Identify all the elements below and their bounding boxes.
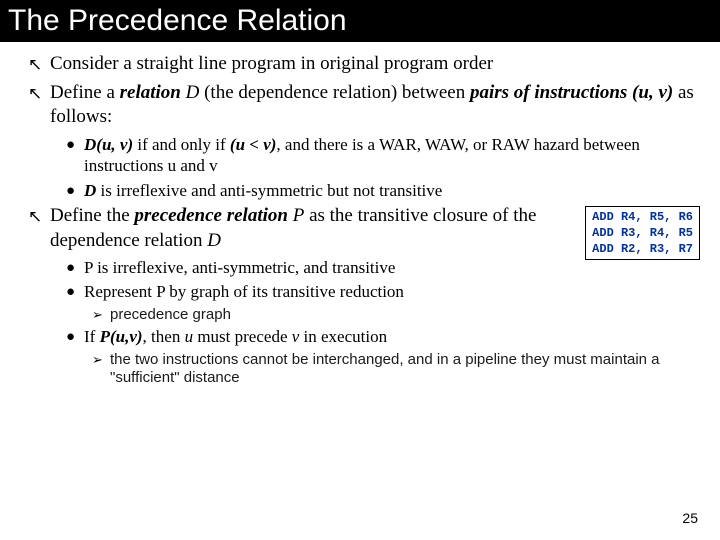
bullet-2b: ● D is irreflexive and anti-symmetric bu…	[66, 180, 700, 201]
bullet-dot-icon: ●	[66, 259, 84, 278]
bullet-3c-text: If P(u,v), then u must precede v in exec…	[84, 326, 700, 347]
bullet-dot-icon: ●	[66, 328, 84, 347]
bullet-3: ↖ Define the precedence relation P as th…	[28, 204, 581, 253]
bullet-3b-text: Represent P by graph of its transitive r…	[84, 281, 581, 302]
bullet-3a: ● P is irreflexive, anti-symmetric, and …	[66, 257, 581, 278]
code-sample: ADD R4, R5, R6 ADD R3, R4, R5 ADD R2, R3…	[585, 206, 700, 261]
bullet-arrow-icon: ↖	[28, 206, 50, 228]
bullet-3c1-text: the two instructions cannot be interchan…	[110, 351, 700, 389]
bullet-arrow-icon: ↖	[28, 83, 50, 105]
bullet-1: ↖ Consider a straight line program in or…	[28, 52, 700, 77]
bullet-3c: ● If P(u,v), then u must precede v in ex…	[66, 326, 700, 347]
bullet-1-text: Consider a straight line program in orig…	[50, 52, 700, 77]
bullet-chevron-icon: ➢	[92, 307, 110, 323]
slide-title: The Precedence Relation	[0, 0, 720, 42]
page-number: 25	[682, 510, 698, 526]
bullet-3-row: ↖ Define the precedence relation P as th…	[28, 204, 700, 306]
bullet-2-text: Define a relation D (the dependence rela…	[50, 81, 700, 130]
bullet-2a: ● D(u, v) if and only if (u < v), and th…	[66, 134, 700, 177]
bullet-dot-icon: ●	[66, 136, 84, 155]
bullet-2a-text: D(u, v) if and only if (u < v), and ther…	[84, 134, 700, 177]
bullet-dot-icon: ●	[66, 182, 84, 201]
slide-content: ↖ Consider a straight line program in or…	[0, 42, 720, 388]
bullet-3b: ● Represent P by graph of its transitive…	[66, 281, 581, 302]
bullet-3-text: Define the precedence relation P as the …	[50, 204, 581, 253]
bullet-2b-text: D is irreflexive and anti-symmetric but …	[84, 180, 700, 201]
bullet-3b1: ➢ precedence graph	[92, 306, 700, 325]
bullet-2: ↖ Define a relation D (the dependence re…	[28, 81, 700, 130]
bullet-3a-text: P is irreflexive, anti-symmetric, and tr…	[84, 257, 581, 278]
bullet-3c1: ➢ the two instructions cannot be interch…	[92, 351, 700, 389]
bullet-3b1-text: precedence graph	[110, 306, 700, 325]
bullet-chevron-icon: ➢	[92, 352, 110, 368]
bullet-dot-icon: ●	[66, 283, 84, 302]
bullet-arrow-icon: ↖	[28, 54, 50, 76]
